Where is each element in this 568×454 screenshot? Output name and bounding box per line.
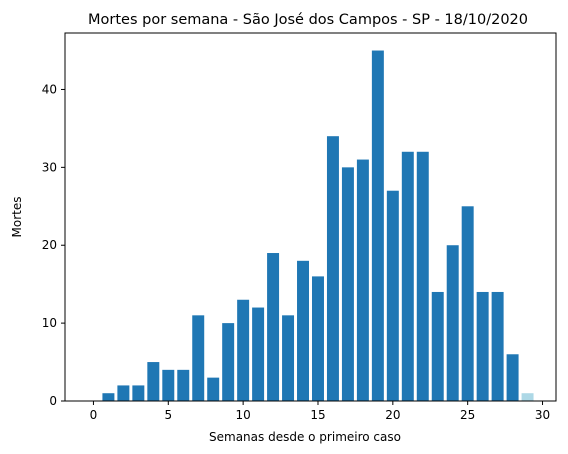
bar-week-11 xyxy=(252,307,265,401)
chart-title: Mortes por semana - São José dos Campos … xyxy=(88,12,528,28)
bar-week-21 xyxy=(401,151,414,401)
y-tick-label: 0 xyxy=(49,394,57,408)
bar-week-6 xyxy=(177,369,190,401)
bar-week-9 xyxy=(222,323,235,401)
x-tick-label: 10 xyxy=(235,408,250,422)
bar-week-4 xyxy=(147,362,160,401)
bars xyxy=(102,50,534,402)
bar-week-1 xyxy=(102,393,115,401)
bar-week-28 xyxy=(506,354,519,401)
y-tick-label: 20 xyxy=(42,238,57,252)
bar-week-8 xyxy=(207,377,220,401)
y-axis-label: Mortes xyxy=(10,197,24,238)
x-tick-label: 0 xyxy=(90,408,98,422)
x-tick-label: 5 xyxy=(164,408,172,422)
bar-week-16 xyxy=(326,136,339,401)
y-tick-label: 30 xyxy=(42,160,57,174)
bar-week-26 xyxy=(476,291,489,401)
plot-frame xyxy=(64,32,557,402)
bar-week-19 xyxy=(371,50,384,402)
x-tick-label: 20 xyxy=(385,408,400,422)
y-tick-label: 40 xyxy=(42,82,57,96)
bar-week-2 xyxy=(117,385,130,401)
bar-week-29 xyxy=(521,393,534,401)
bar-week-7 xyxy=(192,315,205,401)
y-tick-label: 10 xyxy=(42,316,57,330)
bar-week-15 xyxy=(311,276,324,401)
bar-week-13 xyxy=(282,315,295,401)
x-tick-label: 25 xyxy=(460,408,475,422)
bar-week-14 xyxy=(297,260,310,401)
bar-week-27 xyxy=(491,291,504,401)
bar-week-22 xyxy=(416,151,429,401)
bar-week-10 xyxy=(237,299,250,401)
bar-week-24 xyxy=(446,245,459,401)
bar-week-12 xyxy=(267,253,280,401)
y-axis-ticks: 0 10 20 30 40 xyxy=(42,82,65,408)
bar-week-5 xyxy=(162,369,175,401)
x-axis-ticks: 0 5 10 15 20 25 30 xyxy=(90,401,550,422)
bar-week-3 xyxy=(132,385,145,401)
bar-week-23 xyxy=(431,291,444,401)
bar-week-17 xyxy=(341,167,354,401)
x-tick-label: 15 xyxy=(310,408,325,422)
bar-week-18 xyxy=(356,159,369,401)
x-axis-label: Semanas desde o primeiro caso xyxy=(209,430,401,444)
bar-week-20 xyxy=(386,190,399,401)
bar-week-25 xyxy=(461,206,474,401)
x-tick-label: 30 xyxy=(535,408,550,422)
